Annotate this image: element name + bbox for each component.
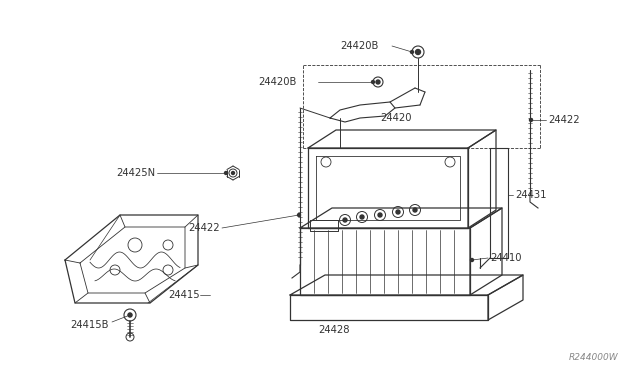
Circle shape xyxy=(470,259,474,262)
Text: 24410: 24410 xyxy=(490,253,522,263)
Circle shape xyxy=(413,208,417,212)
Text: 24425N: 24425N xyxy=(116,168,155,178)
Circle shape xyxy=(529,119,532,122)
Text: 24420B: 24420B xyxy=(258,77,296,87)
Circle shape xyxy=(360,215,364,219)
Circle shape xyxy=(225,171,227,174)
Text: 24420: 24420 xyxy=(380,113,412,123)
Text: 24422: 24422 xyxy=(188,223,220,233)
Circle shape xyxy=(129,314,131,317)
Text: 24415: 24415 xyxy=(168,290,200,300)
Circle shape xyxy=(376,80,380,84)
Circle shape xyxy=(396,210,400,214)
Text: 24415B: 24415B xyxy=(70,320,109,330)
Circle shape xyxy=(410,51,413,54)
Text: 24420B: 24420B xyxy=(340,41,378,51)
Circle shape xyxy=(378,213,382,217)
Text: R244000W: R244000W xyxy=(568,353,618,362)
Circle shape xyxy=(343,218,347,222)
Circle shape xyxy=(298,214,301,217)
Text: 24428: 24428 xyxy=(318,325,349,335)
Text: 24431: 24431 xyxy=(515,190,547,200)
Circle shape xyxy=(128,313,132,317)
Text: 24422: 24422 xyxy=(548,115,580,125)
Circle shape xyxy=(415,49,420,55)
Circle shape xyxy=(371,80,374,83)
Circle shape xyxy=(232,171,234,174)
